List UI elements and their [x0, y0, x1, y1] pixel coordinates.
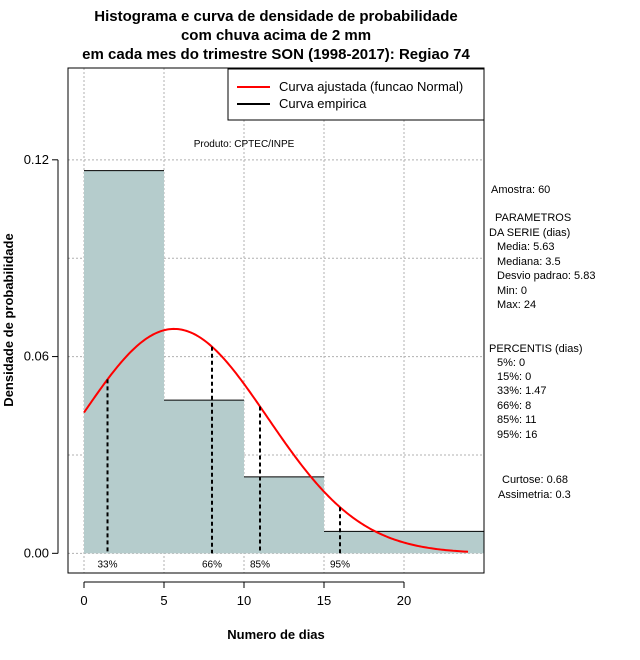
stat-sample: Amostra: 60 — [491, 184, 550, 196]
stat-max: Max: 24 — [497, 299, 536, 311]
percentile-lines: 33% 66% 85% 95% — [98, 346, 350, 570]
plot-frame — [67, 67, 485, 574]
stat-desvio: Desvio padrao: 5.83 — [497, 270, 595, 282]
y-tick-label-2: 0.12 — [24, 152, 49, 167]
stat-p85: 85%: 11 — [497, 414, 537, 426]
stat-assimetria: Assimetria: 0.3 — [498, 489, 571, 501]
x-tick-label-10: 10 — [237, 593, 251, 608]
legend-label-fitted: Curva ajustada (funcao Normal) — [279, 79, 463, 94]
percentile-label-85%: 85% — [250, 559, 270, 570]
fitted-normal-curve — [83, 327, 469, 553]
stat-mediana: Mediana: 3.5 — [497, 256, 561, 268]
chart-title-line-3: em cada mes do trimestre SON (1998-2017)… — [82, 46, 470, 63]
percentile-label-95%: 95% — [330, 559, 350, 570]
y-axis: 0.00 0.06 0.12 — [24, 152, 59, 560]
stat-params-title-1: PARAMETROS — [495, 212, 571, 224]
y-axis-label: Densidade de probabilidade — [1, 233, 16, 406]
chart-title-line-2: com chuva acima de 2 mm — [181, 27, 371, 44]
x-axis-label: Numero de dias — [227, 627, 325, 642]
chart-title-line-1: Histograma e curva de densidade de proba… — [94, 8, 457, 25]
stat-curtose: Curtose: 0.68 — [502, 474, 568, 486]
legend-label-empirical: Curva empirica — [279, 96, 367, 111]
stat-media: Media: 5.63 — [497, 241, 554, 253]
legend-box — [227, 68, 485, 121]
percentile-label-66%: 66% — [202, 559, 222, 570]
product-annotation: Produto: CPTEC/INPE — [194, 139, 295, 150]
y-tick-label-0: 0.00 — [24, 545, 49, 560]
stats-panel: Amostra: 60 PARAMETROS DA SERIE (dias) M… — [489, 184, 595, 501]
stat-min: Min: 0 — [497, 285, 527, 297]
stat-p5: 5%: 0 — [497, 357, 525, 369]
x-axis: 0 5 10 15 20 — [80, 581, 411, 608]
histogram-bar-1 — [84, 170, 164, 554]
stat-p15: 15%: 0 — [497, 371, 531, 383]
x-tick-label-0: 0 — [80, 593, 87, 608]
x-tick-label-20: 20 — [397, 593, 411, 608]
percentile-label-33%: 33% — [98, 559, 118, 570]
histogram-bars — [84, 170, 484, 554]
histogram-bar-2 — [164, 400, 244, 554]
stat-p66: 66%: 8 — [497, 400, 531, 412]
stat-p33: 33%: 1.47 — [497, 385, 547, 397]
fitted-curve-layer — [83, 327, 469, 553]
x-tick-label-5: 5 — [160, 593, 167, 608]
x-tick-label-15: 15 — [317, 593, 331, 608]
y-tick-label-1: 0.06 — [24, 349, 49, 364]
stat-percentis-title: PERCENTIS (dias) — [489, 343, 583, 355]
histogram-bar-3 — [244, 476, 324, 554]
stat-p95: 95%: 16 — [497, 429, 537, 441]
legend: Curva ajustada (funcao Normal) Curva emp… — [227, 68, 485, 121]
stat-params-title-2: DA SERIE (dias) — [489, 227, 570, 239]
